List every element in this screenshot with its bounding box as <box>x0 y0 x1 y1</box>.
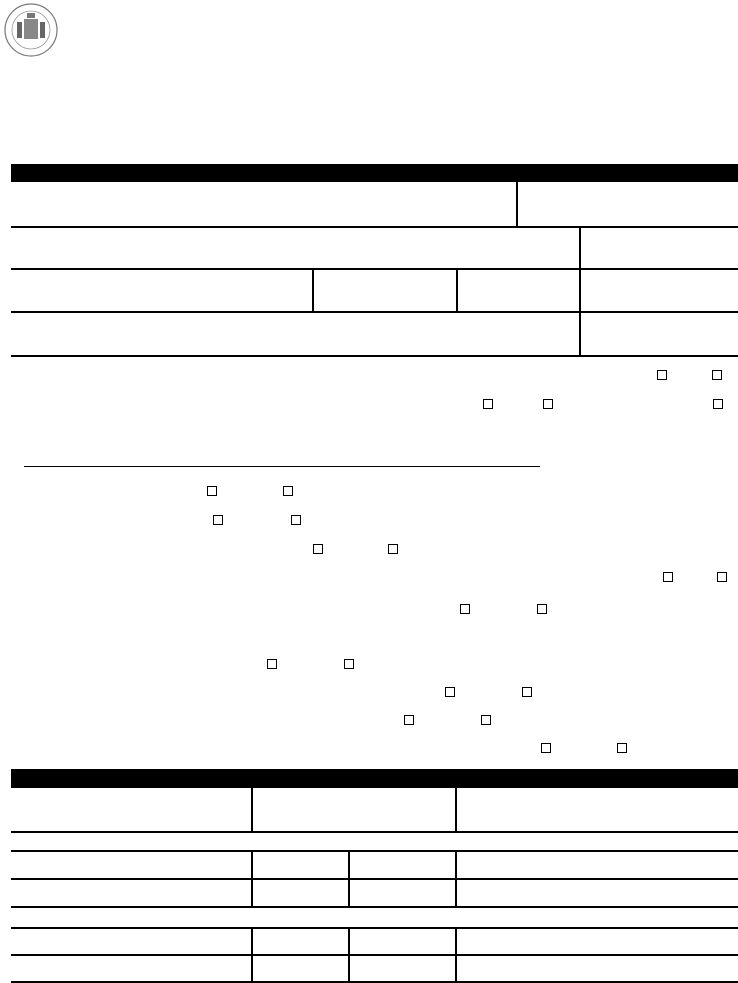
divider <box>455 927 457 983</box>
form-field[interactable] <box>457 789 738 831</box>
section-header-bar-2 <box>11 769 738 788</box>
checkbox[interactable] <box>617 743 627 753</box>
divider <box>11 954 738 956</box>
checkbox[interactable] <box>207 486 217 496</box>
divider <box>11 226 738 228</box>
checkbox[interactable] <box>713 399 723 409</box>
checkbox[interactable] <box>213 515 223 525</box>
form-field[interactable] <box>458 270 579 311</box>
section-header-bar-1 <box>11 164 738 182</box>
divider <box>456 268 458 312</box>
divider <box>348 927 350 983</box>
checkbox[interactable] <box>313 544 323 554</box>
divider <box>11 268 738 270</box>
checkbox[interactable] <box>445 687 455 697</box>
checkbox[interactable] <box>543 399 553 409</box>
checkbox[interactable] <box>483 399 493 409</box>
divider <box>455 788 457 832</box>
checkbox[interactable] <box>404 715 414 725</box>
divider <box>516 182 518 226</box>
checkbox[interactable] <box>663 572 673 582</box>
divider <box>11 311 738 313</box>
divider <box>11 831 738 833</box>
seal-logo <box>4 3 58 57</box>
form-field[interactable] <box>581 228 738 268</box>
checkbox[interactable] <box>522 687 532 697</box>
divider <box>11 906 738 908</box>
divider <box>251 850 253 907</box>
form-field[interactable] <box>11 789 251 831</box>
divider <box>312 268 314 312</box>
divider <box>348 850 350 907</box>
divider <box>455 850 457 907</box>
divider <box>11 355 738 357</box>
form-field[interactable] <box>314 270 456 311</box>
form-field[interactable] <box>253 789 455 831</box>
form-field[interactable] <box>11 270 312 311</box>
checkbox[interactable] <box>537 604 547 614</box>
checkbox[interactable] <box>291 515 301 525</box>
checkbox[interactable] <box>267 659 277 669</box>
form-field[interactable] <box>11 183 516 226</box>
checkbox[interactable] <box>717 572 727 582</box>
form-field[interactable] <box>518 183 738 226</box>
checkbox[interactable] <box>712 370 722 380</box>
divider <box>11 878 738 880</box>
divider <box>11 981 738 983</box>
divider <box>579 226 581 356</box>
checkbox[interactable] <box>460 604 470 614</box>
form-field[interactable] <box>581 313 738 355</box>
checkbox[interactable] <box>657 370 667 380</box>
divider <box>251 927 253 983</box>
divider <box>251 788 253 832</box>
form-field[interactable] <box>11 313 579 355</box>
form-field[interactable] <box>581 270 738 311</box>
checkbox[interactable] <box>283 486 293 496</box>
checkbox[interactable] <box>481 715 491 725</box>
signature-line[interactable] <box>24 466 540 467</box>
checkbox[interactable] <box>388 544 398 554</box>
form-field[interactable] <box>11 228 579 268</box>
checkbox[interactable] <box>541 743 551 753</box>
checkbox[interactable] <box>344 659 354 669</box>
divider <box>11 850 738 852</box>
divider <box>11 927 738 929</box>
